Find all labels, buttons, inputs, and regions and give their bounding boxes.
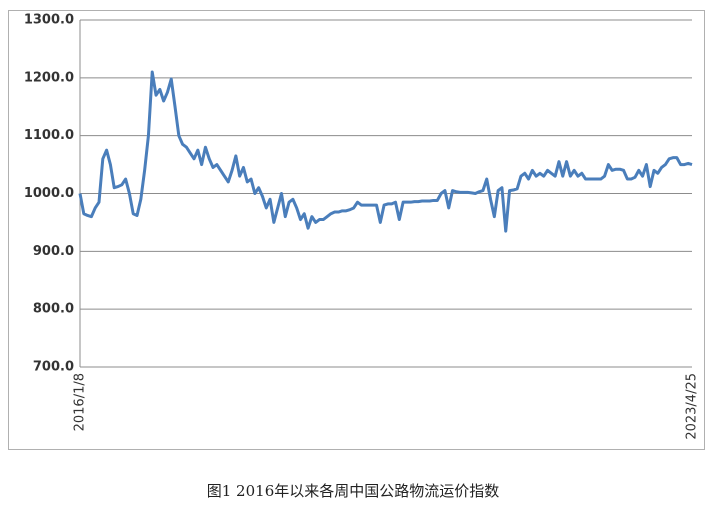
y-tick-label: 700.0 <box>33 360 74 375</box>
y-tick-label: 1300.0 <box>24 13 74 28</box>
x-tick-label: 2016/1/8 <box>73 373 88 431</box>
caption: 图1 2016年以来各周中国公路物流运价指数 <box>207 482 500 500</box>
y-tick-label: 1200.0 <box>24 70 74 85</box>
y-tick-label: 800.0 <box>33 302 74 317</box>
line <box>78 70 693 233</box>
y-tick-label: 900.0 <box>33 244 74 259</box>
y-tick-label: 1100.0 <box>24 128 74 143</box>
chart-frame <box>8 10 705 450</box>
x-tick-label: 2023/4/25 <box>685 373 700 440</box>
y-tick-label: 1000.0 <box>24 186 74 201</box>
